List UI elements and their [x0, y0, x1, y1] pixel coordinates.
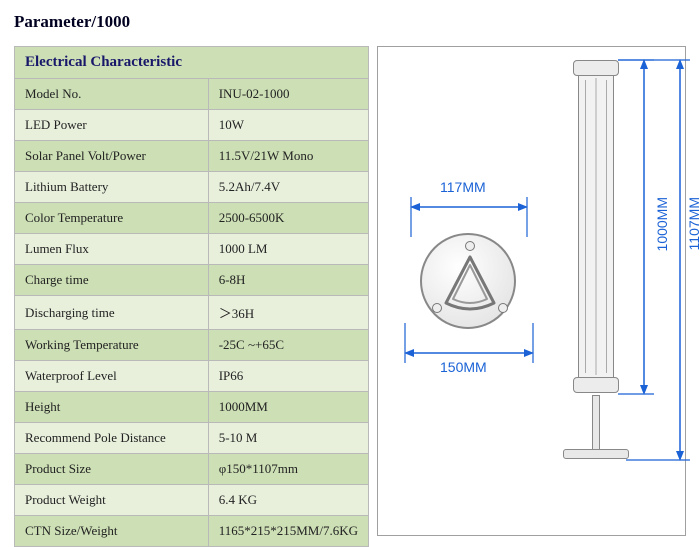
- page-title: Parameter/1000: [0, 0, 700, 46]
- row-value: 1000 LM: [208, 234, 368, 265]
- table-header: Electrical Characteristic: [15, 47, 369, 79]
- base: [563, 449, 629, 459]
- row-value: INU-02-1000: [208, 79, 368, 110]
- table-row: CTN Size/Weight1165*215*215MM/7.6KG: [15, 516, 369, 547]
- column-body: [578, 69, 614, 384]
- row-label: Height: [15, 392, 209, 423]
- table-row: Product Weight6.4 KG: [15, 485, 369, 516]
- pole: [592, 395, 600, 451]
- row-value: IP66: [208, 361, 368, 392]
- table-row: LED Power10W: [15, 110, 369, 141]
- dimension-diagram: 117MM 150MM 1000MM 1107MM: [377, 46, 686, 536]
- row-value: 6-8H: [208, 265, 368, 296]
- table-row: Product Size φ150*1107mm: [15, 454, 369, 485]
- row-value: 5.2Ah/7.4V: [208, 172, 368, 203]
- row-value: 10W: [208, 110, 368, 141]
- table-row: Waterproof LevelIP66: [15, 361, 369, 392]
- row-label: Charge time: [15, 265, 209, 296]
- table-row: Lumen Flux1000 LM: [15, 234, 369, 265]
- table-row: Solar Panel Volt/Power11.5V/21W Mono: [15, 141, 369, 172]
- dim-117-label: 117MM: [440, 179, 486, 195]
- row-label: Color Temperature: [15, 203, 209, 234]
- table-row: Recommend Pole Distance5-10 M: [15, 423, 369, 454]
- table-row: Height1000MM: [15, 392, 369, 423]
- row-value: φ150*1107mm: [208, 454, 368, 485]
- row-label: Product Weight: [15, 485, 209, 516]
- dim-1107: [670, 59, 690, 461]
- row-label: Working Temperature: [15, 330, 209, 361]
- row-label: Lithium Battery: [15, 172, 209, 203]
- row-value: 5-10 M: [208, 423, 368, 454]
- row-value: 2500-6500K: [208, 203, 368, 234]
- dim-150-label: 150MM: [440, 359, 487, 375]
- dim-1000-label: 1000MM: [654, 197, 670, 251]
- table-row: Discharging time＞36H: [15, 296, 369, 330]
- row-label: Model No.: [15, 79, 209, 110]
- table-row: Working Temperature-25C ~+65C: [15, 330, 369, 361]
- table-row: Model No.INU-02-1000: [15, 79, 369, 110]
- row-label: Recommend Pole Distance: [15, 423, 209, 454]
- dim-117: [410, 197, 528, 217]
- table-row: Charge time6-8H: [15, 265, 369, 296]
- row-label: Solar Panel Volt/Power: [15, 141, 209, 172]
- row-value: 11.5V/21W Mono: [208, 141, 368, 172]
- row-label: CTN Size/Weight: [15, 516, 209, 547]
- row-value: 1165*215*215MM/7.6KG: [208, 516, 368, 547]
- dim-1107-label: 1107MM: [686, 197, 700, 250]
- row-label: Waterproof Level: [15, 361, 209, 392]
- row-label: Lumen Flux: [15, 234, 209, 265]
- content-row: Electrical Characteristic Model No.INU-0…: [0, 46, 700, 547]
- row-value: -25C ~+65C: [208, 330, 368, 361]
- top-plate: [420, 233, 516, 329]
- row-label: LED Power: [15, 110, 209, 141]
- spec-table: Electrical Characteristic Model No.INU-0…: [14, 46, 369, 547]
- table-row: Lithium Battery5.2Ah/7.4V: [15, 172, 369, 203]
- row-label: Discharging time: [15, 296, 209, 330]
- table-row: Color Temperature2500-6500K: [15, 203, 369, 234]
- dim-1000: [634, 59, 654, 395]
- row-value: ＞36H: [208, 296, 368, 330]
- row-label: Product Size: [15, 454, 209, 485]
- row-value: 6.4 KG: [208, 485, 368, 516]
- row-value: 1000MM: [208, 392, 368, 423]
